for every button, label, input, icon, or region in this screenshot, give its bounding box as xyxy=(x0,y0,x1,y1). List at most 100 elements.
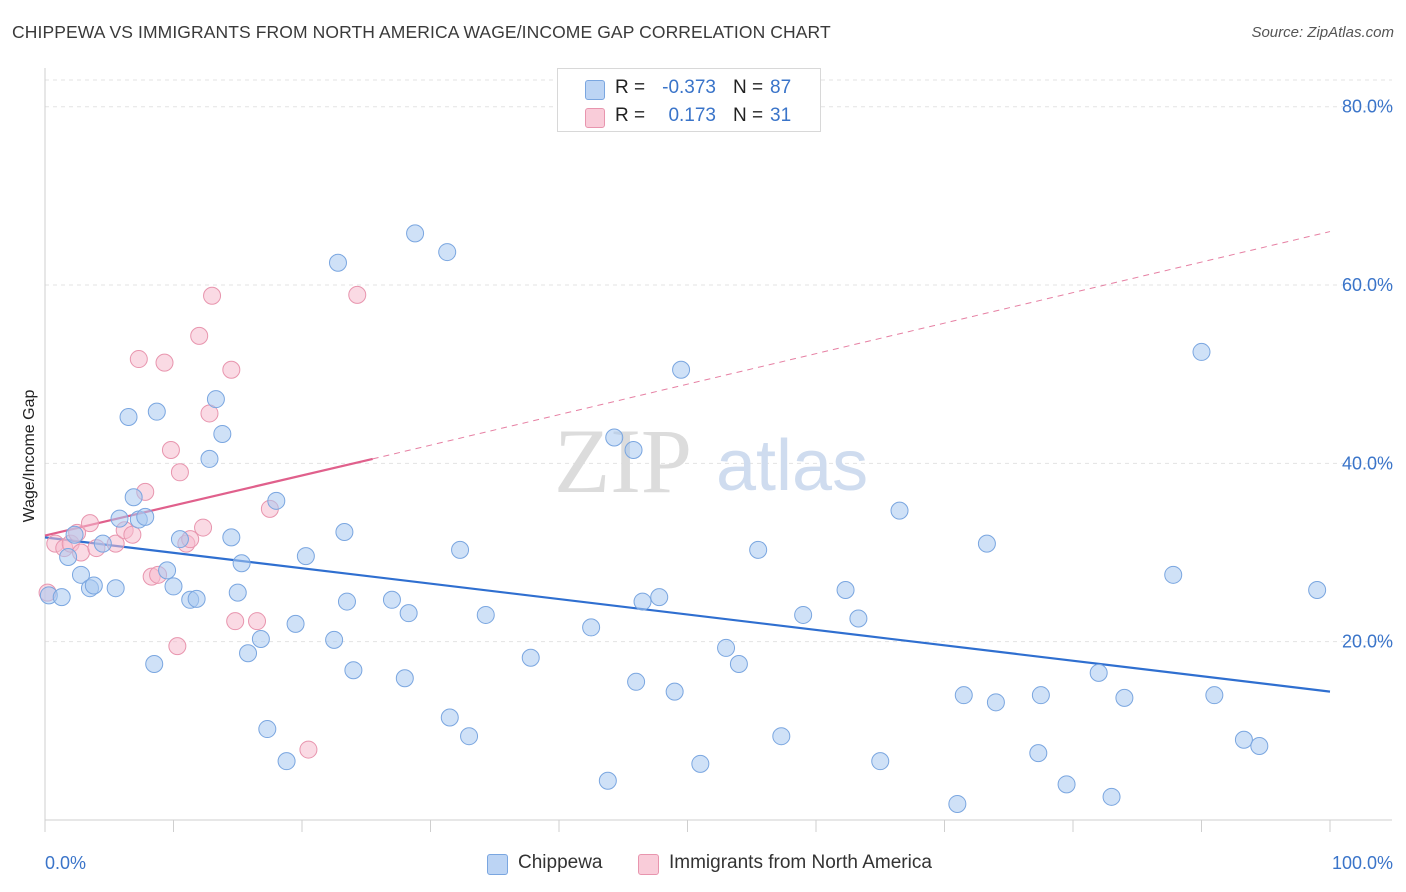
legend-n-label: N = xyxy=(733,77,764,98)
data-point-chippewa xyxy=(1234,730,1253,749)
data-points xyxy=(38,224,1327,813)
trend-lines xyxy=(44,231,1331,693)
data-point-chippewa xyxy=(59,547,78,566)
data-point-chippewa xyxy=(890,501,909,520)
data-point-chippewa xyxy=(1115,688,1134,707)
y-axis-label: Wage/Income Gap xyxy=(21,390,38,523)
trend-line-immigrants xyxy=(44,457,373,537)
x-tick-label: 0.0% xyxy=(45,853,86,873)
data-point-immigrants xyxy=(170,463,189,482)
data-point-immigrants xyxy=(222,360,241,379)
data-point-chippewa xyxy=(277,752,296,771)
data-point-chippewa xyxy=(624,441,643,459)
legend-r-value: -0.373 xyxy=(662,77,716,98)
legend-swatch-immigrants xyxy=(585,108,605,128)
data-point-chippewa xyxy=(460,727,479,746)
data-point-chippewa xyxy=(582,618,601,637)
legend-r-label: R = xyxy=(615,77,646,98)
legend-label-chippewa: Chippewa xyxy=(518,852,603,873)
data-point-chippewa xyxy=(772,727,791,746)
data-point-immigrants xyxy=(348,285,367,304)
data-point-chippewa xyxy=(52,588,71,607)
legend-row-chippewa: R = -0.373 N = 87 xyxy=(558,75,820,103)
correlation-legend: R = -0.373 N = 87 R = 0.173 N = 31 xyxy=(557,68,821,132)
data-point-chippewa xyxy=(954,686,973,705)
axes xyxy=(44,68,1392,832)
data-point-chippewa xyxy=(1250,737,1269,755)
legend-n-label: N = xyxy=(733,105,764,126)
data-point-immigrants xyxy=(161,441,180,459)
data-point-chippewa xyxy=(1029,744,1048,763)
data-point-chippewa xyxy=(136,507,155,526)
y-tick-label: 80.0% xyxy=(1342,97,1393,117)
data-point-chippewa xyxy=(239,644,258,663)
data-point-chippewa xyxy=(399,604,418,623)
data-point-chippewa xyxy=(650,588,669,607)
data-point-chippewa xyxy=(222,528,241,547)
data-point-chippewa xyxy=(93,534,112,553)
legend-swatch-chippewa xyxy=(487,854,508,875)
data-point-immigrants xyxy=(248,612,267,631)
y-tick-label: 40.0% xyxy=(1342,453,1393,473)
data-point-chippewa xyxy=(251,630,270,649)
data-point-chippewa xyxy=(145,654,164,673)
data-point-chippewa xyxy=(232,554,251,573)
data-point-chippewa xyxy=(65,525,84,544)
legend-r-value: 0.173 xyxy=(668,105,716,126)
data-point-immigrants xyxy=(190,326,209,345)
data-point-immigrants xyxy=(299,740,318,759)
data-point-chippewa xyxy=(849,609,868,628)
data-point-chippewa xyxy=(170,530,189,549)
legend-swatch-chippewa xyxy=(585,80,605,100)
data-point-chippewa xyxy=(665,682,684,701)
x-tick-label: 100.0% xyxy=(1332,853,1393,873)
data-point-chippewa xyxy=(440,708,459,727)
data-point-chippewa xyxy=(1102,787,1121,806)
data-point-chippewa xyxy=(476,605,495,624)
data-point-chippewa xyxy=(228,583,247,602)
data-point-chippewa xyxy=(71,565,90,584)
data-point-chippewa xyxy=(977,534,996,553)
legend-r-label: R = xyxy=(615,105,646,126)
data-point-immigrants xyxy=(129,350,148,369)
chart-title: CHIPPEWA VS IMMIGRANTS FROM NORTH AMERIC… xyxy=(12,22,831,42)
data-point-chippewa xyxy=(871,752,890,771)
data-point-chippewa xyxy=(598,771,617,790)
data-point-chippewa xyxy=(158,561,177,580)
data-point-chippewa xyxy=(749,540,768,559)
data-point-chippewa xyxy=(1308,580,1327,599)
data-point-chippewa xyxy=(605,428,624,447)
data-point-immigrants xyxy=(194,518,213,537)
data-point-chippewa xyxy=(691,754,710,773)
data-point-chippewa xyxy=(119,408,138,427)
data-point-chippewa xyxy=(1192,342,1211,361)
data-point-chippewa xyxy=(84,576,103,595)
trend-line-chippewa xyxy=(44,536,1331,693)
source-credit: Source: ZipAtlas.com xyxy=(1251,24,1394,41)
data-point-chippewa xyxy=(296,547,315,566)
data-point-chippewa xyxy=(633,592,652,611)
data-point-chippewa xyxy=(344,661,363,680)
legend-n-value: 87 xyxy=(770,77,792,98)
data-point-chippewa xyxy=(164,577,183,596)
watermark-zip: ZIP xyxy=(554,410,692,512)
data-point-chippewa xyxy=(106,579,125,598)
data-point-immigrants xyxy=(123,525,142,544)
data-point-immigrants xyxy=(80,514,99,533)
watermark-atlas: atlas xyxy=(716,426,868,506)
legend-swatch-immigrants xyxy=(638,854,659,875)
data-point-chippewa xyxy=(328,253,347,272)
data-point-chippewa xyxy=(1164,565,1183,584)
data-point-chippewa xyxy=(672,360,691,379)
data-point-chippewa xyxy=(258,720,277,739)
data-point-chippewa xyxy=(206,390,225,409)
data-point-immigrants xyxy=(226,612,245,631)
legend-row-immigrants: R = 0.173 N = 31 xyxy=(558,103,820,131)
data-point-chippewa xyxy=(335,523,354,542)
data-point-chippewa xyxy=(729,654,748,673)
data-point-chippewa xyxy=(286,614,305,633)
data-point-chippewa xyxy=(213,424,232,443)
data-point-chippewa xyxy=(1031,686,1050,705)
legend-n-value: 31 xyxy=(770,105,792,126)
